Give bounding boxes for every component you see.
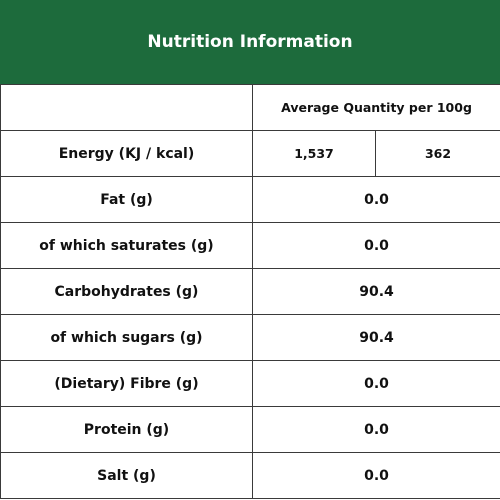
row-value: 0.0	[252, 222, 500, 269]
table-row: Carbohydrates (g) 90.4	[0, 268, 500, 315]
nutrition-title-bar: Nutrition Information	[0, 0, 500, 84]
row-value: 0.0	[252, 452, 500, 499]
row-label: Carbohydrates (g)	[0, 268, 253, 315]
row-label: Energy (KJ / kcal)	[0, 130, 253, 177]
energy-kj-value: 1,537	[252, 130, 376, 177]
empty-header-cell	[0, 84, 253, 131]
column-header-cell: Average Quantity per 100g	[252, 84, 500, 131]
row-value: 0.0	[252, 176, 500, 223]
row-label: of which sugars (g)	[0, 314, 253, 361]
table-header-row: Average Quantity per 100g	[0, 84, 500, 131]
table-row: of which saturates (g) 0.0	[0, 222, 500, 269]
row-label: Salt (g)	[0, 452, 253, 499]
energy-kcal-value: 362	[375, 130, 500, 177]
table-row: of which sugars (g) 90.4	[0, 314, 500, 361]
row-label: of which saturates (g)	[0, 222, 253, 269]
table-row: Salt (g) 0.0	[0, 452, 500, 499]
row-label: Fat (g)	[0, 176, 253, 223]
nutrition-title: Nutrition Information	[147, 32, 353, 52]
row-value: 0.0	[252, 406, 500, 453]
table-row-energy: Energy (KJ / kcal) 1,537 362	[0, 130, 500, 177]
row-label: (Dietary) Fibre (g)	[0, 360, 253, 407]
table-row: Protein (g) 0.0	[0, 406, 500, 453]
row-value: 90.4	[252, 314, 500, 361]
table-row: Fat (g) 0.0	[0, 176, 500, 223]
row-value: 90.4	[252, 268, 500, 315]
row-value: 0.0	[252, 360, 500, 407]
table-row: (Dietary) Fibre (g) 0.0	[0, 360, 500, 407]
row-label: Protein (g)	[0, 406, 253, 453]
nutrition-table: Average Quantity per 100g Energy (KJ / k…	[0, 84, 500, 499]
